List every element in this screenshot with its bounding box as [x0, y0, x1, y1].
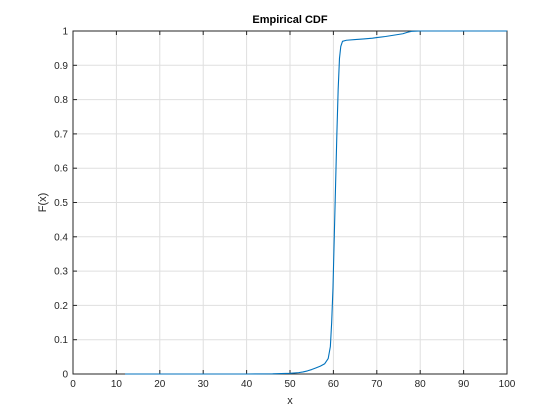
x-tick-label: 80 [415, 379, 427, 390]
ticks [72, 30, 508, 375]
x-tick-label: 60 [328, 379, 340, 390]
x-tick-labels: 0 10 20 30 40 50 60 70 80 90 100 [70, 379, 516, 390]
x-tick-label: 20 [154, 379, 166, 390]
y-tick-label: 0 [62, 370, 68, 381]
chart-title: Empirical CDF [252, 14, 327, 26]
y-axis-label: F(x) [37, 193, 49, 213]
x-tick-label: 90 [458, 379, 470, 390]
y-tick-label: 1 [62, 27, 68, 38]
y-tick-label: 0.9 [54, 61, 68, 72]
x-tick-label: 10 [111, 379, 123, 390]
x-tick-label: 0 [70, 379, 76, 390]
x-tick-label: 100 [499, 379, 516, 390]
y-tick-label: 0.7 [54, 129, 68, 140]
x-tick-label: 40 [241, 379, 253, 390]
y-tick-labels: 0 0.1 0.2 0.3 0.4 0.5 0.6 0.7 0.8 0.9 1 [54, 27, 68, 381]
y-tick-label: 0.2 [54, 301, 68, 312]
y-tick-label: 0.3 [54, 267, 68, 278]
x-tick-label: 50 [284, 379, 296, 390]
x-tick-label: 30 [198, 379, 210, 390]
y-tick-label: 0.1 [54, 335, 68, 346]
x-tick-label: 70 [371, 379, 383, 390]
series [125, 30, 507, 375]
x-axis-label: x [287, 395, 293, 407]
y-tick-label: 0.8 [54, 95, 68, 106]
y-tick-label: 0.6 [54, 164, 68, 175]
y-tick-label: 0.5 [54, 198, 68, 209]
ecdf-series-line-0 [125, 30, 507, 375]
y-tick-label: 0.4 [54, 232, 68, 243]
grid [72, 30, 508, 375]
